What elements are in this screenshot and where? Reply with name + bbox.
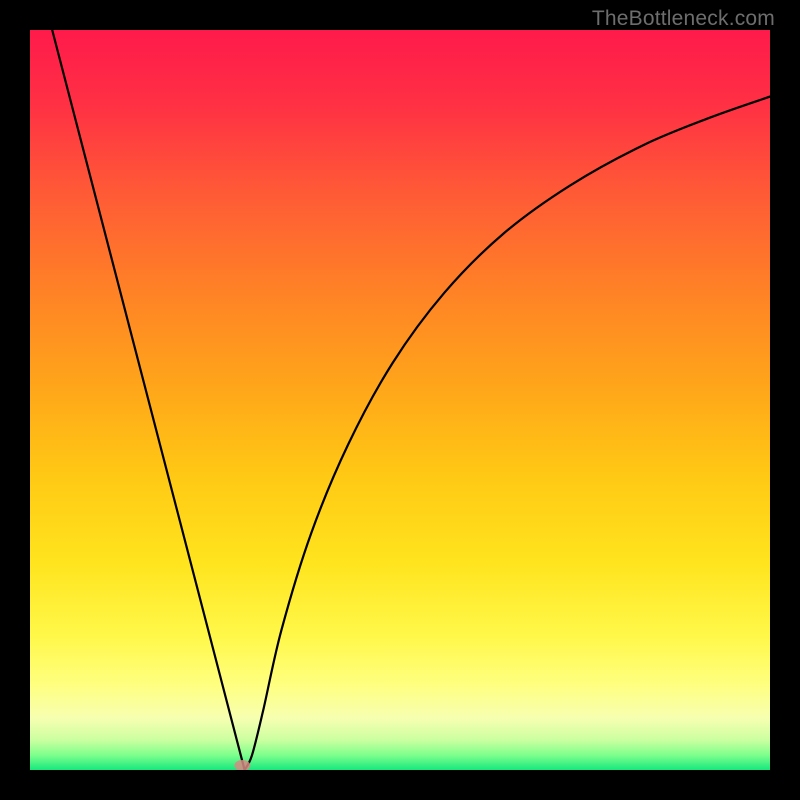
watermark-label: TheBottleneck.com [592,7,775,31]
chart-frame: TheBottleneck.com [0,0,800,800]
curve-path [52,30,770,770]
plot-area [30,30,770,770]
v-curve [30,30,770,770]
vertex-marker [234,760,250,770]
